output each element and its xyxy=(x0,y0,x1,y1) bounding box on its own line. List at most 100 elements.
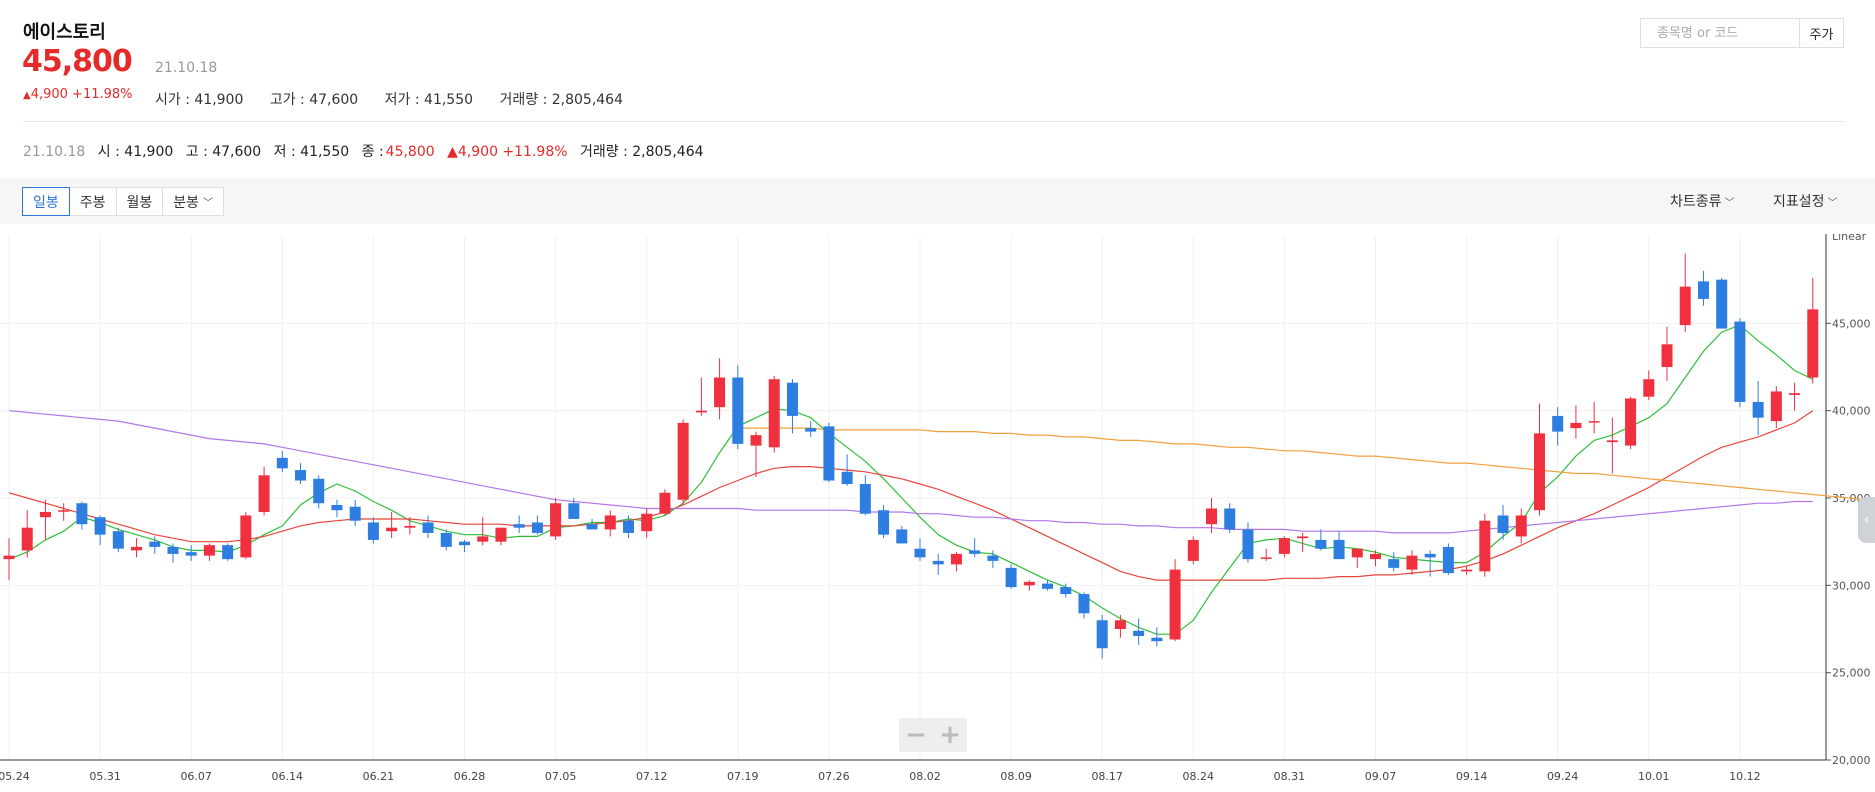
candle-body xyxy=(969,550,980,553)
price-change-value: 4,900 +11.98% xyxy=(31,87,133,102)
candle-body xyxy=(1297,536,1308,538)
candle-body xyxy=(1388,559,1399,568)
candle-body xyxy=(659,493,670,514)
stock-search-button[interactable]: 주가 xyxy=(1799,18,1844,48)
candlestick-chart[interactable]: 20,000 25,000 30,000 35,000 40,000 45,000 Line… xyxy=(0,234,1875,792)
candle-body xyxy=(368,522,379,539)
candle-body xyxy=(878,510,889,534)
tab-minute[interactable]: 분봉 ﹀ xyxy=(162,187,224,216)
info-close-label: 종 : xyxy=(362,144,384,160)
candle-body xyxy=(1643,379,1654,396)
candle-body xyxy=(1662,344,1673,367)
candle-body xyxy=(1425,554,1436,557)
x-tick-label: 06.28 xyxy=(454,770,486,783)
price-summary: 시가 : 41,900 고가 : 47,600 저가 : 41,550 거래량 … xyxy=(155,89,645,109)
candle-body xyxy=(1370,554,1381,559)
info-change: ▲4,900 +11.98% xyxy=(447,144,567,160)
candle-body xyxy=(641,514,652,531)
moving-average-ma120 xyxy=(738,428,1875,503)
candle-body xyxy=(987,556,998,561)
indicator-menu[interactable]: 지표설정 ﹀ xyxy=(1773,191,1838,211)
tab-monthly[interactable]: 월봉 xyxy=(116,187,164,216)
search-box xyxy=(1640,18,1800,48)
candle-body xyxy=(1625,398,1636,445)
info-volume: 거래량 : 2,805,464 xyxy=(580,144,704,160)
candle-body xyxy=(823,426,834,480)
candle-body xyxy=(769,379,780,447)
high-price: 고가 : 47,600 xyxy=(270,92,358,108)
candle-body xyxy=(1771,391,1782,421)
candle-body xyxy=(386,528,397,531)
candle-body xyxy=(1716,280,1727,329)
candle-body xyxy=(95,517,106,534)
candle-body xyxy=(331,505,342,510)
candle-body xyxy=(459,542,470,545)
candle-body xyxy=(423,522,434,532)
tab-daily[interactable]: 일봉 xyxy=(22,187,70,216)
ohlc-info-bar: 21.10.18 시 : 41,900 고 : 47,600 저 : 41,55… xyxy=(23,141,712,161)
candle-body xyxy=(1133,631,1144,636)
x-tick-label: 06.21 xyxy=(363,770,395,783)
chevron-down-icon: ﹀ xyxy=(1828,198,1838,209)
candle-body xyxy=(186,552,197,555)
y-tick-label: 20,000 xyxy=(1832,754,1871,767)
info-open: 시 : 41,900 xyxy=(98,144,173,160)
candle-body xyxy=(933,561,944,564)
candle-body xyxy=(1242,529,1253,559)
y-tick-label: 40,000 xyxy=(1832,405,1871,418)
tab-minute-label: 분봉 xyxy=(173,192,199,212)
candle-body xyxy=(605,515,616,529)
chart-type-menu[interactable]: 차트종류 ﹀ xyxy=(1670,191,1735,211)
candle-body xyxy=(1224,508,1235,529)
info-low: 저 : 41,550 xyxy=(274,144,349,160)
x-tick-label: 08.02 xyxy=(909,770,941,783)
candle-body xyxy=(915,549,926,558)
candle-body xyxy=(1334,540,1345,559)
open-price: 시가 : 41,900 xyxy=(155,92,243,108)
candle-body xyxy=(1589,421,1600,423)
candle-body xyxy=(1170,570,1181,640)
chart-svg[interactable]: 20,00025,00030,00035,00040,00045,000Line… xyxy=(0,234,1875,792)
y-tick-label: 25,000 xyxy=(1832,667,1871,680)
tab-weekly-label: 주봉 xyxy=(80,192,106,212)
trade-volume: 거래량 : 2,805,464 xyxy=(499,92,623,108)
side-panel-toggle[interactable]: ‹ xyxy=(1858,497,1875,543)
candle-body xyxy=(1078,594,1089,613)
candle-body xyxy=(313,479,324,503)
candle-body xyxy=(1552,416,1563,432)
chevron-down-icon: ﹀ xyxy=(1725,198,1735,209)
candle-body xyxy=(951,554,962,564)
header-divider xyxy=(23,121,1845,122)
candle-body xyxy=(350,507,361,521)
zoom-in-button[interactable]: + xyxy=(933,718,967,752)
x-tick-label: 07.05 xyxy=(545,770,577,783)
period-tabs: 일봉 주봉 월봉 분봉 ﹀ xyxy=(23,187,224,216)
x-tick-label: 10.01 xyxy=(1638,770,1670,783)
x-tick-label: 06.07 xyxy=(180,770,212,783)
candle-body xyxy=(1516,515,1527,536)
candle-body xyxy=(1261,557,1272,559)
candle-body xyxy=(1097,620,1108,648)
candle-body xyxy=(477,536,488,541)
candle-body xyxy=(1151,638,1162,641)
candle-body xyxy=(1534,433,1545,510)
zoom-out-button[interactable]: − xyxy=(899,718,933,752)
candle-body xyxy=(167,547,178,554)
candle-body xyxy=(714,377,725,407)
candle-body xyxy=(860,484,871,514)
x-tick-label: 08.31 xyxy=(1274,770,1306,783)
candle-body xyxy=(1607,440,1618,442)
x-tick-label: 07.19 xyxy=(727,770,759,783)
candle-body xyxy=(441,533,452,547)
candle-body xyxy=(623,521,634,533)
x-tick-label: 08.24 xyxy=(1183,770,1215,783)
candle-body xyxy=(404,526,415,528)
x-tick-label: 08.17 xyxy=(1091,770,1123,783)
candle-body xyxy=(113,531,124,548)
search-input[interactable] xyxy=(1641,19,1799,47)
candle-body xyxy=(22,528,33,551)
tab-weekly[interactable]: 주봉 xyxy=(69,187,117,216)
y-tick-label: 30,000 xyxy=(1832,579,1871,592)
candle-body xyxy=(1206,508,1217,524)
current-price: 45,800 xyxy=(22,44,132,79)
